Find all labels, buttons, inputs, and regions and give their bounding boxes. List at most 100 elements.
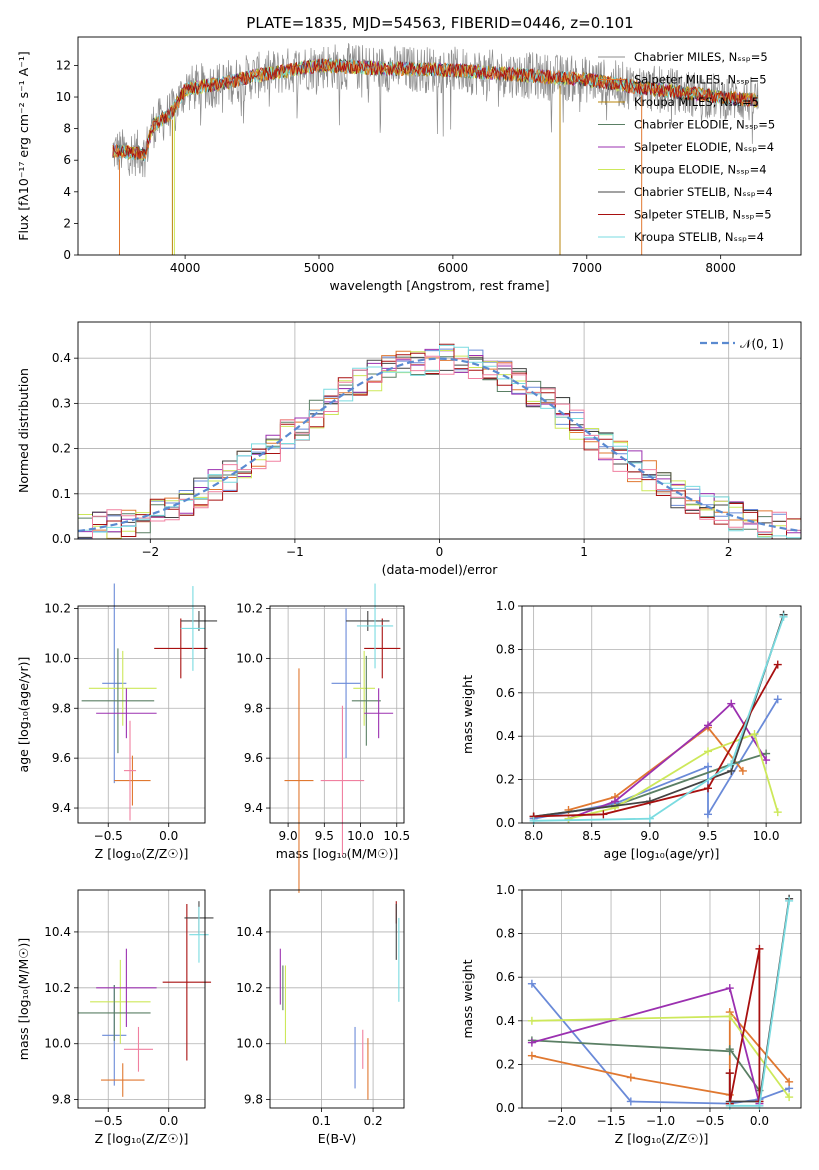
x-tick-label: 0.2 [364, 1114, 383, 1128]
y-tick-label: 10.2 [44, 981, 71, 995]
y-tick-label: 10.0 [236, 1037, 263, 1051]
y-tick-label: 2 [63, 216, 71, 230]
normal-curve [77, 357, 802, 533]
error-bar-point [180, 610, 218, 631]
error-bar-point [123, 1026, 153, 1072]
plus-marker [773, 695, 782, 704]
y-tick-label: 0 [63, 248, 71, 262]
plus-marker [704, 747, 712, 756]
x-tick-label: −0.5 [94, 829, 123, 843]
y-tick-label: 0.2 [52, 442, 71, 456]
y-tick-label: 1.0 [496, 883, 515, 897]
y-tick-label: 9.8 [244, 1093, 263, 1107]
x-axis-label: Z [log₁₀(Z/Z☉)] [95, 1131, 189, 1146]
y-tick-label: 10.2 [44, 601, 71, 615]
error-bar-point [284, 668, 314, 893]
error-bar-point [180, 586, 205, 671]
error-bar-point [81, 648, 155, 754]
axes-frame [77, 889, 206, 1109]
plus-marker [727, 760, 736, 769]
error-bar-point [96, 688, 157, 739]
plus-marker [750, 730, 759, 739]
spectrum-series-line [112, 43, 759, 178]
legend-entry: Kroupa MILES, Nₛₛₚ=5 [634, 95, 759, 109]
y-tick-label: 10.2 [236, 601, 263, 615]
y-tick-label: 0.6 [496, 970, 515, 984]
plus-marker [704, 810, 712, 819]
error-bar-point [123, 720, 137, 821]
plus-marker [626, 1097, 635, 1106]
y-tick-label: 1.0 [496, 599, 515, 613]
plot-age-vs-mass: 9.0 9.5 10.0 10.5 9.4 9.6 9.8 10.0 10.2 mass [log… [236, 583, 410, 893]
y-tick-label: 10.4 [44, 925, 71, 939]
x-tick-label: −1.5 [596, 1114, 625, 1128]
x-tick-label: −2.0 [547, 1114, 576, 1128]
y-tick-label: 10 [56, 90, 71, 104]
x-tick-label: 8.0 [524, 829, 543, 843]
x-tick-label: 0.1 [312, 1114, 331, 1128]
plus-marker [773, 808, 782, 817]
x-tick-label: −0.5 [695, 1114, 724, 1128]
x-tick-label: −0.5 [94, 1114, 123, 1128]
plus-marker [773, 660, 782, 669]
y-tick-label: 0.3 [52, 396, 71, 410]
x-tick-label: 9.5 [698, 829, 717, 843]
plus-marker [704, 762, 712, 771]
x-tick-label: −1.0 [646, 1114, 675, 1128]
plus-marker [755, 944, 764, 953]
x-tick-label: 2 [725, 545, 733, 559]
y-tick-label: 0.0 [52, 532, 71, 546]
plus-marker [529, 816, 538, 825]
plus-marker [725, 1101, 734, 1110]
axes-frame [521, 605, 802, 824]
y-tick-label: 9.4 [52, 801, 71, 815]
error-bar-point [320, 705, 365, 856]
plots: 4000 5000 6000 7000 8000024681012wavelength … [16, 36, 802, 1146]
x-tick-label: 9.0 [640, 829, 659, 843]
x-tick-label: 9.5 [315, 829, 334, 843]
plot-spectrum: 4000 5000 6000 7000 8000 0 2 4 6 8 10 12 wavelength … [16, 36, 802, 293]
legend-entry: 𝒩(0, 1) [740, 337, 784, 351]
error-bar-point [364, 618, 401, 679]
x-axis-label: Z [log₁₀(Z/Z☉)] [615, 1131, 709, 1146]
error-bar-point [351, 655, 381, 746]
y-tick-label: 10.2 [236, 981, 263, 995]
legend-entry: Kroupa ELODIE, Nₛₛₚ=4 [634, 163, 767, 177]
x-tick-label: 0.0 [750, 1114, 769, 1128]
plus-marker [762, 756, 771, 765]
error-bar-point [78, 985, 151, 1041]
error-bar-point [353, 650, 376, 726]
spectrum-series-line [112, 58, 758, 159]
x-tick-label: 0.0 [159, 829, 178, 843]
x-axis-label: wavelength [Angstrom, rest frame] [329, 278, 549, 293]
x-axis-label: (data-model)/error [382, 562, 499, 577]
plus-marker [527, 1016, 536, 1025]
x-tick-label: 8.5 [582, 829, 601, 843]
x-tick-label: −1 [286, 545, 304, 559]
y-tick-label: 10.0 [236, 651, 263, 665]
x-tick-label: 10.0 [753, 829, 780, 843]
y-axis-label: Normed distribution [16, 368, 31, 493]
y-tick-label: 0.2 [496, 1057, 515, 1071]
error-bar-point [100, 1063, 145, 1097]
x-tick-label: 9.0 [279, 829, 298, 843]
y-tick-label: 9.8 [52, 701, 71, 715]
plot-residuals: −2 −1 0 1 2 0.0 0.1 0.2 0.3 0.4 (data-model)/error… [16, 321, 802, 577]
plus-marker [785, 1077, 794, 1086]
axes-frame [77, 321, 802, 540]
y-tick-label: 8 [63, 122, 71, 136]
y-tick-label: 10.0 [44, 1037, 71, 1051]
y-tick-label: 9.4 [244, 801, 263, 815]
axes-frame [521, 889, 802, 1109]
error-bar-point [90, 959, 151, 1044]
y-tick-label: 0.8 [496, 927, 515, 941]
spectrum-legend: Chabrier MILES, Nₛₛₚ=5 Salpeter MILES, Nₛ… [598, 50, 775, 244]
legend-entry: Salpeter ELODIE, Nₛₛₚ=4 [634, 140, 774, 154]
plus-marker [785, 1093, 794, 1102]
y-tick-label: 4 [63, 185, 71, 199]
x-tick-label: 5000 [304, 261, 335, 275]
legend-entry: Chabrier ELODIE, Nₛₛₚ=5 [634, 118, 775, 132]
axes-frame [269, 605, 405, 824]
y-tick-label: 0.4 [52, 351, 71, 365]
legend-entry: Kroupa STELIB, Nₛₛₚ=4 [634, 230, 764, 244]
